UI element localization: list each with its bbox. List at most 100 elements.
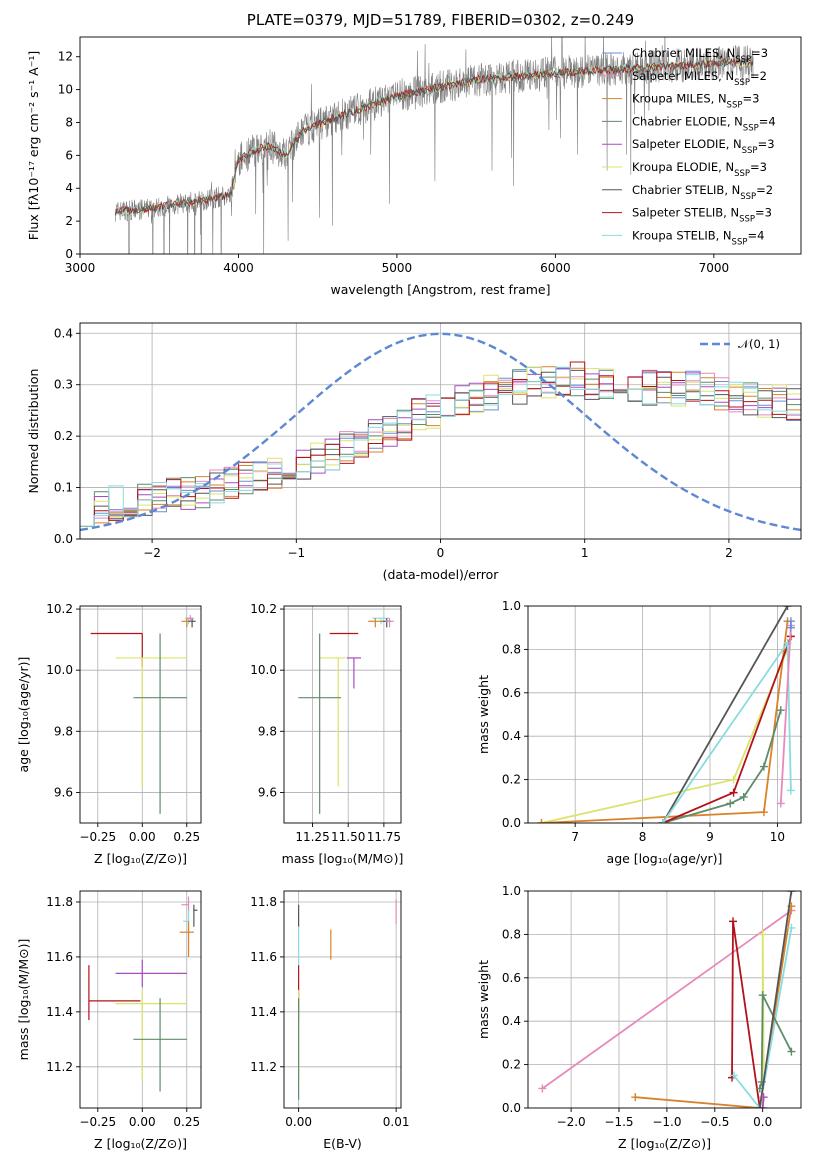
- legend-entry: Chabrier ELODIE, NSSP=4: [632, 114, 776, 133]
- age_vs_Z-panel: −0.25 0.00 0.25 9.6 9.8 10.0 10.2 Z [log₁₀(Z/Z⊙…: [16, 602, 202, 866]
- weight_vs_Z-ytick-label: 0.0: [502, 1101, 521, 1115]
- weight_vs_Z-xtick-label: −2.0: [557, 1115, 586, 1129]
- age_vs_Z-ytick-label: 10.0: [46, 663, 73, 677]
- weight-series-line: [758, 891, 793, 1108]
- residuals-ytick-label: 0.2: [54, 429, 73, 443]
- mass_vs_Z-xlabel: Z [log₁₀(Z/Z⊙)]: [94, 1136, 187, 1151]
- weight-series-line: [779, 625, 792, 804]
- weight_vs_Z-ytick-label: 0.2: [502, 1058, 521, 1072]
- age_vs_mass-xtick-label: 11.75: [367, 830, 401, 844]
- age_vs_mass-ytick-label: 9.6: [258, 785, 277, 799]
- weight_vs_Z-ytick-label: 1.0: [502, 884, 521, 898]
- mass_vs_Z-xtick-label: 0.00: [129, 1115, 156, 1129]
- weight_vs_Z-ytick-label: 0.4: [502, 1014, 521, 1028]
- mass_vs_EBV-xtick-label: 0.00: [285, 1115, 312, 1129]
- residuals-xtick-label: 0: [437, 546, 445, 560]
- weight-point-marker: [787, 891, 796, 895]
- weight-series-line: [541, 909, 792, 1090]
- mass_vs_Z-ytick-label: 11.2: [46, 1060, 73, 1074]
- mass_vs_EBV-ytick-label: 11.2: [250, 1060, 277, 1074]
- weight_vs_Z-xtick-label: −1.5: [604, 1115, 633, 1129]
- weight-series-line: [758, 994, 793, 1089]
- legend-entry: Kroupa STELIB, NSSP=4: [632, 228, 764, 247]
- weight-series-line: [731, 921, 761, 1108]
- age_vs_mass-ytick-label: 10.0: [250, 663, 277, 677]
- spectrum-ytick-label: 6: [65, 148, 73, 162]
- mass_vs_EBV-frame: [283, 890, 402, 1109]
- residuals-xtick-label: 1: [581, 546, 589, 560]
- mass_vs_EBV-ytick-label: 11.8: [250, 895, 277, 909]
- residuals-panel: −2 −1 0 1 2 0.0 0.1 0.2 0.3 0.4 𝒩(0, 1) (data-model…: [26, 322, 802, 582]
- mass_vs_EBV-xtick-label: 0.01: [383, 1115, 410, 1129]
- weight_vs_age-ylabel: mass weight: [476, 675, 491, 754]
- weight-series-line: [662, 606, 789, 823]
- spectrum-title: PLATE=0379, MJD=51789, FIBERID=0302, z=0…: [247, 11, 634, 29]
- legend-entry: Salpeter ELODIE, NSSP=3: [632, 137, 775, 156]
- mass_vs_Z-plot-area: [80, 891, 201, 1108]
- age_vs_Z-xtick-label: 0.00: [129, 830, 156, 844]
- spectrum-frame: [79, 36, 802, 255]
- weight_vs_age-ytick-label: 0.0: [502, 816, 521, 830]
- mass_vs_Z-ylabel: mass [log₁₀(M/M⊙)]: [16, 939, 31, 1061]
- legend-entry: Salpeter STELIB, NSSP=3: [632, 206, 772, 225]
- weight_vs_Z-xtick-label: −0.5: [700, 1115, 729, 1129]
- legend-entry: 𝒩(0, 1): [738, 337, 780, 351]
- spectrum-panel: 3000 4000 5000 6000 7000 0 2 4 6 8 10 12 PLATE=0379,…: [26, 11, 802, 297]
- weight-point-marker: [726, 799, 735, 808]
- mass_vs_Z-panel: −0.25 0.00 0.25 11.2 11.4 11.6 11.8 Z [log₁₀(Z/…: [16, 890, 202, 1151]
- spectrum-ytick-label: 4: [65, 181, 73, 195]
- weight-point-marker: [787, 923, 796, 932]
- spectrum-ytick-label: 12: [58, 50, 73, 64]
- spectrum-ylabel: Flux [fλ10⁻¹⁷ erg cm⁻² s⁻¹ A⁻¹]: [26, 51, 41, 240]
- age_vs_Z-xlabel: Z [log₁₀(Z/Z⊙)]: [94, 851, 187, 866]
- weight_vs_age-plot-area: [528, 606, 801, 823]
- weight_vs_Z-ytick-label: 0.8: [502, 927, 521, 941]
- mass_vs_EBV-panel: 0.00 0.01 11.2 11.4 11.6 11.8 E(B-V): [250, 890, 410, 1151]
- weight-point-marker: [729, 1071, 738, 1080]
- residuals-xtick-label: −2: [143, 546, 161, 560]
- weight-point-marker: [729, 788, 738, 797]
- weight-point-marker: [787, 1047, 796, 1056]
- weight-point-marker: [739, 792, 748, 801]
- weight-point-marker: [758, 991, 767, 1000]
- legend-entry: Kroupa MILES, NSSP=3: [632, 92, 759, 111]
- legend-entry: Kroupa ELODIE, NSSP=3: [632, 160, 767, 179]
- weight_vs_age-xtick-label: 7: [571, 830, 579, 844]
- weight-point-marker: [759, 762, 768, 771]
- age_vs_Z-xtick-label: 0.25: [173, 830, 200, 844]
- weight_vs_age-xtick-label: 8: [639, 830, 647, 844]
- weight-point-marker: [759, 808, 768, 817]
- weight_vs_age-xlabel: age [log₁₀(age/yr)]: [607, 851, 723, 866]
- weight-point-marker: [631, 1093, 640, 1102]
- spectrum-xtick-label: 5000: [382, 261, 413, 275]
- spectrum-ytick-label: 2: [65, 214, 73, 228]
- spectrum-xtick-label: 6000: [540, 261, 571, 275]
- spectrum-model-line: [114, 57, 754, 216]
- weight_vs_Z-xtick-label: −1.0: [652, 1115, 681, 1129]
- spectrum-xtick-label: 4000: [223, 261, 254, 275]
- weight-point-marker: [758, 930, 767, 939]
- spectrum-ytick-label: 0: [65, 247, 73, 261]
- legend-entry: Chabrier STELIB, NSSP=2: [632, 183, 773, 202]
- age_vs_mass-plot-area: [284, 606, 401, 823]
- mass_vs_EBV-ytick-label: 11.4: [250, 1005, 277, 1019]
- mass_vs_Z-xtick-label: −0.25: [79, 1115, 116, 1129]
- residuals-ytick-label: 0.1: [54, 481, 73, 495]
- histogram-step-line: [80, 366, 801, 527]
- spectrum-ytick-label: 8: [65, 115, 73, 129]
- mass_vs_Z-frame: [79, 890, 202, 1109]
- residuals-ytick-label: 0.4: [54, 326, 73, 340]
- age_vs_Z-ylabel: age [log₁₀(age/yr)]: [16, 657, 31, 773]
- residuals-plot-area: [80, 323, 801, 539]
- weight-point-marker: [658, 819, 667, 823]
- age_vs_Z-ytick-label: 10.2: [46, 602, 73, 616]
- age_vs_mass-panel: 11.25 11.50 11.75 9.6 9.8 10.0 10.2 mass [log₁₀…: [250, 602, 403, 866]
- residuals-frame: [79, 322, 802, 540]
- mass_vs_Z-ytick-label: 11.8: [46, 895, 73, 909]
- weight-series-line: [541, 621, 789, 823]
- weight_vs_age-xtick-label: 10: [770, 830, 785, 844]
- residuals-ytick-label: 0.0: [54, 532, 73, 546]
- weight_vs_age-xtick-label: 9: [706, 830, 714, 844]
- weight_vs_age-frame: [527, 605, 802, 824]
- age_vs_Z-plot-area: [80, 606, 201, 823]
